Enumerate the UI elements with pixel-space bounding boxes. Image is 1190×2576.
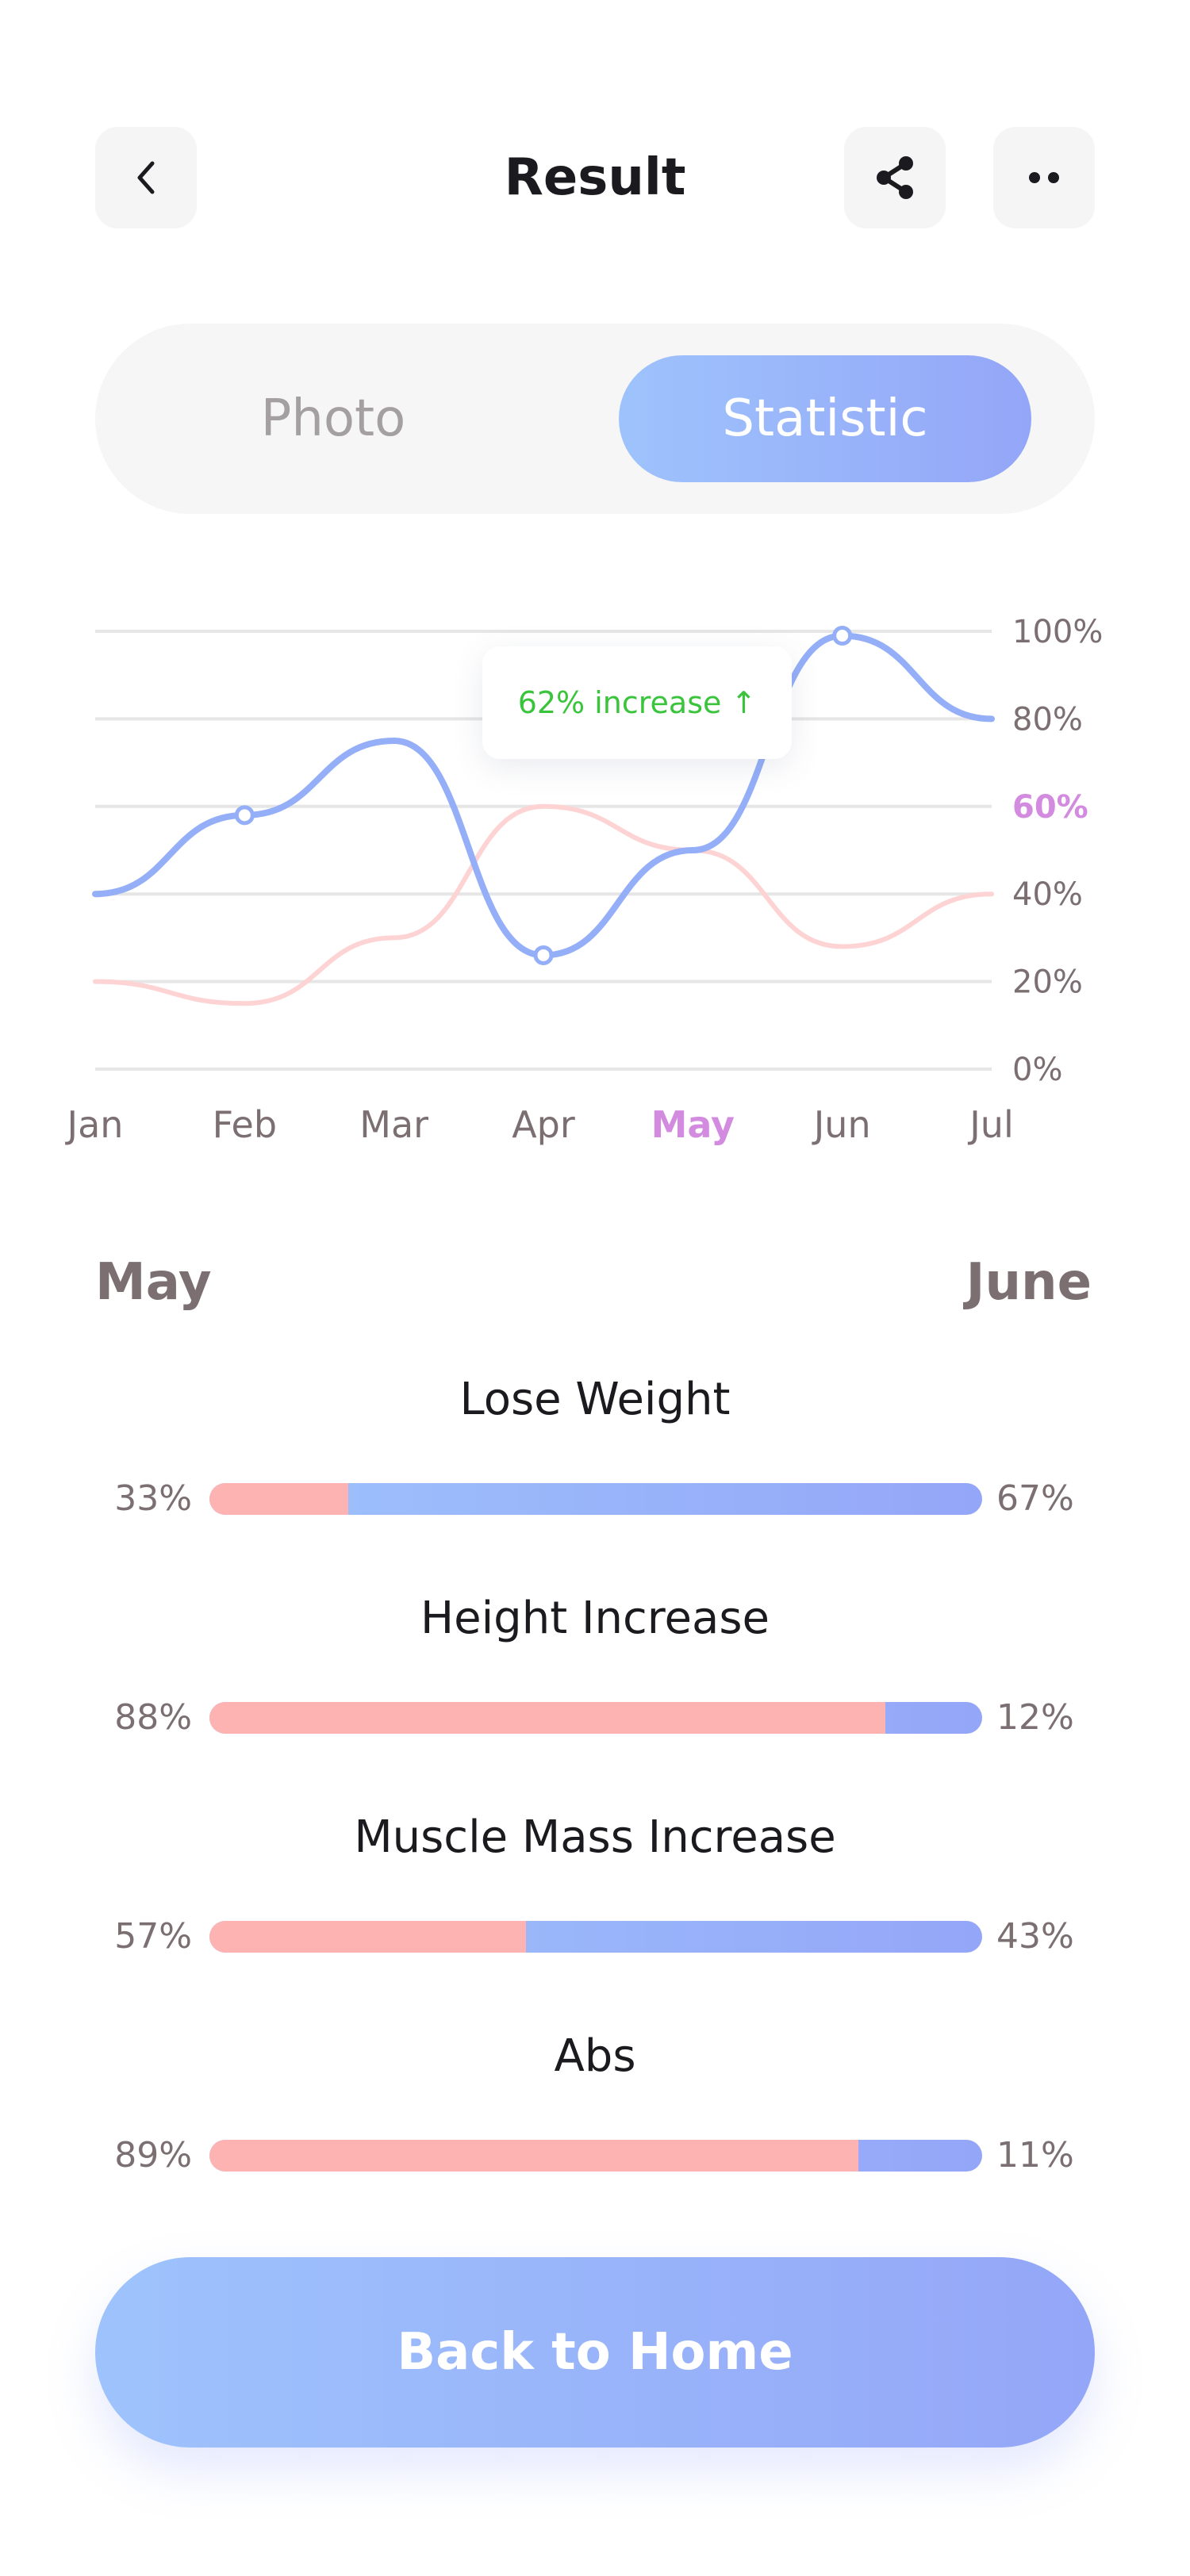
period-label-june: June — [965, 1253, 1092, 1312]
metric-left-value: 57% — [114, 1916, 192, 1957]
more-dots-icon — [1029, 172, 1059, 183]
chart-series-line — [93, 803, 994, 1006]
metric-left-value: 33% — [114, 1478, 192, 1519]
x-tick-label: Apr — [512, 1103, 575, 1146]
back-to-home-button[interactable]: Back to Home — [95, 2257, 1095, 2448]
tab-photo[interactable]: Photo — [260, 389, 406, 448]
chart-data-point — [832, 626, 853, 646]
x-tick-label: Jan — [65, 1103, 124, 1146]
metric-title-abs: Abs — [554, 2030, 636, 2082]
tab-statistic[interactable]: Statistic — [619, 355, 1031, 482]
chart-data-point — [533, 945, 554, 965]
metric-title-lose-weight: Lose Weight — [459, 1374, 731, 1425]
y-tick-label: 80% — [1012, 701, 1083, 738]
metric-bar-lose-weight — [209, 1483, 982, 1515]
metric-left-value: 88% — [114, 1697, 192, 1738]
y-tick-label: 100% — [1012, 614, 1103, 650]
metric-right-value: 43% — [996, 1916, 1074, 1957]
more-button[interactable] — [993, 127, 1095, 228]
metric-title-height-increase: Height Increase — [420, 1593, 770, 1644]
share-button[interactable] — [844, 127, 946, 228]
back-button[interactable] — [95, 127, 197, 228]
x-tick-label: May — [651, 1103, 735, 1146]
y-tick-label: 60% — [1012, 789, 1088, 826]
metric-bar-fill — [209, 1483, 349, 1515]
x-tick-label: Jul — [967, 1103, 1014, 1146]
chevron-left-icon — [137, 161, 155, 194]
share-icon — [877, 156, 913, 199]
y-tick-label: 0% — [1012, 1052, 1062, 1088]
period-label-may: May — [95, 1253, 212, 1312]
metric-bar-fill — [209, 1921, 527, 1953]
segmented-tab-bar: Photo Statistic — [95, 324, 1095, 514]
chart-tooltip: 62% increase ↑ — [482, 646, 792, 759]
statistic-line-chart: 100% 80% 60% 40% 20% 0% Jan Feb Mar Apr May Jun Jul — [65, 614, 1104, 1146]
metric-bar-muscle-mass — [209, 1921, 982, 1953]
metric-bar-height-increase — [209, 1702, 982, 1734]
metric-right-value: 11% — [996, 2135, 1074, 2175]
x-tick-label: Mar — [359, 1103, 428, 1146]
y-tick-label: 40% — [1012, 876, 1083, 913]
metric-bar-abs — [209, 2140, 982, 2172]
x-tick-label: Feb — [213, 1103, 277, 1146]
metric-bar-fill — [209, 1702, 886, 1734]
y-tick-label: 20% — [1012, 964, 1083, 1001]
metric-right-value: 12% — [996, 1697, 1074, 1738]
chart-data-point — [234, 805, 255, 826]
x-tick-label: Jun — [812, 1103, 871, 1146]
metric-right-value: 67% — [996, 1478, 1074, 1519]
page-title: Result — [504, 148, 686, 207]
metric-title-muscle-mass: Muscle Mass Increase — [354, 1811, 836, 1863]
metric-bar-fill — [209, 2140, 859, 2172]
metric-left-value: 89% — [114, 2135, 192, 2175]
